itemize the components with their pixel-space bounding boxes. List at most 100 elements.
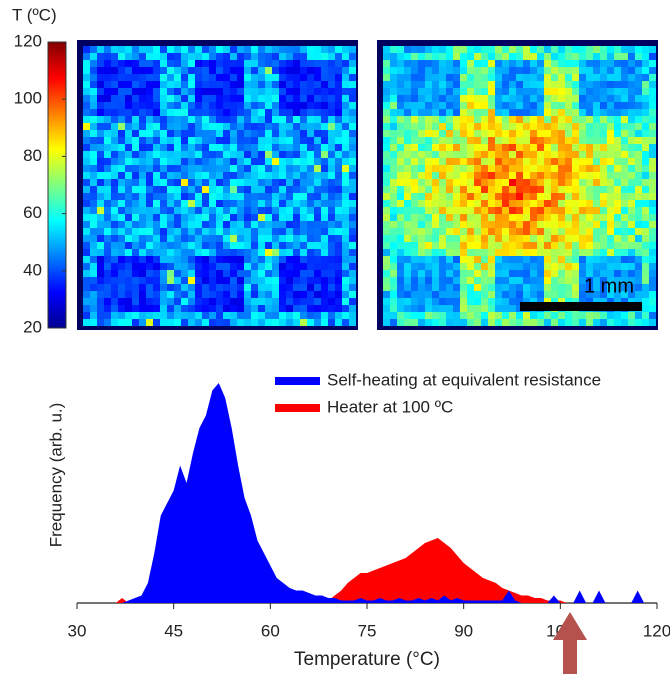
thermal-pixel bbox=[314, 88, 321, 95]
thermal-pixel bbox=[432, 109, 439, 116]
thermal-pixel bbox=[90, 95, 97, 102]
thermal-pixel bbox=[132, 277, 139, 284]
thermal-pixel bbox=[237, 228, 244, 235]
thermal-pixel bbox=[488, 235, 495, 242]
thermal-pixel bbox=[642, 172, 649, 179]
thermal-pixel bbox=[390, 46, 397, 53]
thermal-pixel bbox=[125, 81, 132, 88]
thermal-pixel bbox=[202, 172, 209, 179]
thermal-pixel bbox=[635, 256, 642, 263]
thermal-pixel bbox=[125, 74, 132, 81]
thermal-pixel bbox=[425, 312, 432, 319]
thermal-pixel bbox=[523, 270, 530, 277]
thermal-pixel bbox=[593, 144, 600, 151]
thermal-pixel bbox=[132, 312, 139, 319]
thermal-pixel bbox=[516, 256, 523, 263]
thermal-pixel bbox=[209, 221, 216, 228]
thermal-pixel bbox=[244, 158, 251, 165]
thermal-pixel bbox=[237, 186, 244, 193]
thermal-pixel bbox=[432, 53, 439, 60]
thermal-pixel bbox=[118, 116, 125, 123]
thermal-pixel bbox=[174, 81, 181, 88]
thermal-pixel bbox=[97, 249, 104, 256]
thermal-pixel bbox=[516, 193, 523, 200]
thermal-pixel bbox=[551, 46, 558, 53]
thermal-pixel bbox=[516, 172, 523, 179]
thermal-pixel bbox=[265, 221, 272, 228]
thermal-pixel bbox=[321, 277, 328, 284]
thermal-pixel bbox=[286, 235, 293, 242]
thermal-pixel bbox=[432, 67, 439, 74]
thermal-pixel bbox=[279, 179, 286, 186]
thermal-pixel bbox=[404, 109, 411, 116]
thermal-pixel bbox=[390, 158, 397, 165]
thermal-pixel bbox=[586, 186, 593, 193]
thermal-pixel bbox=[502, 81, 509, 88]
thermal-pixel bbox=[223, 172, 230, 179]
thermal-pixel bbox=[286, 130, 293, 137]
thermal-pixel bbox=[579, 53, 586, 60]
thermal-pixel bbox=[314, 74, 321, 81]
thermal-pixel bbox=[307, 172, 314, 179]
thermal-pixel bbox=[216, 67, 223, 74]
thermal-pixel bbox=[446, 200, 453, 207]
thermal-pixel bbox=[432, 179, 439, 186]
thermal-pixel bbox=[258, 137, 265, 144]
thermal-pixel bbox=[118, 284, 125, 291]
thermal-pixel bbox=[125, 67, 132, 74]
thermal-pixel bbox=[642, 179, 649, 186]
thermal-pixel bbox=[244, 130, 251, 137]
thermal-pixel bbox=[132, 284, 139, 291]
thermal-pixel bbox=[628, 53, 635, 60]
thermal-pixel bbox=[628, 200, 635, 207]
thermal-pixel bbox=[265, 235, 272, 242]
thermal-pixel bbox=[621, 256, 628, 263]
thermal-pixel bbox=[279, 46, 286, 53]
thermal-pixel bbox=[111, 116, 118, 123]
thermal-pixel bbox=[251, 319, 258, 326]
thermal-pixel bbox=[642, 207, 649, 214]
thermal-pixel bbox=[174, 60, 181, 67]
thermal-pixel bbox=[181, 312, 188, 319]
thermal-pixel bbox=[397, 172, 404, 179]
thermal-pixel bbox=[307, 235, 314, 242]
thermal-pixel bbox=[635, 151, 642, 158]
thermal-pixel bbox=[307, 214, 314, 221]
thermal-pixel bbox=[181, 53, 188, 60]
thermal-pixel bbox=[642, 256, 649, 263]
thermal-pixel bbox=[111, 242, 118, 249]
thermal-pixel bbox=[230, 284, 237, 291]
thermal-pixel bbox=[139, 263, 146, 270]
thermal-pixel bbox=[530, 137, 537, 144]
thermal-pixel bbox=[390, 102, 397, 109]
thermal-pixel bbox=[649, 298, 656, 305]
thermal-pixel bbox=[181, 137, 188, 144]
thermal-pixel bbox=[139, 172, 146, 179]
thermal-pixel bbox=[286, 298, 293, 305]
thermal-pixel bbox=[383, 200, 390, 207]
thermal-pixel bbox=[572, 158, 579, 165]
thermal-pixel bbox=[139, 270, 146, 277]
thermal-pixel bbox=[628, 81, 635, 88]
thermal-pixel bbox=[579, 186, 586, 193]
thermal-pixel bbox=[83, 298, 90, 305]
thermal-pixel bbox=[258, 298, 265, 305]
thermal-pixel bbox=[523, 312, 530, 319]
thermal-pixel bbox=[418, 165, 425, 172]
thermal-pixel bbox=[537, 263, 544, 270]
thermal-pixel bbox=[167, 158, 174, 165]
thermal-pixel bbox=[153, 256, 160, 263]
thermal-pixel bbox=[265, 270, 272, 277]
thermal-pixel bbox=[544, 256, 551, 263]
thermal-pixel bbox=[642, 137, 649, 144]
thermal-pixel bbox=[467, 151, 474, 158]
thermal-pixel bbox=[579, 319, 586, 326]
thermal-pixel bbox=[307, 81, 314, 88]
thermal-pixel bbox=[104, 144, 111, 151]
thermal-pixel bbox=[390, 53, 397, 60]
thermal-pixel bbox=[586, 137, 593, 144]
thermal-pixel bbox=[286, 242, 293, 249]
thermal-pixel bbox=[104, 193, 111, 200]
thermal-pixel bbox=[132, 102, 139, 109]
thermal-pixel bbox=[530, 200, 537, 207]
